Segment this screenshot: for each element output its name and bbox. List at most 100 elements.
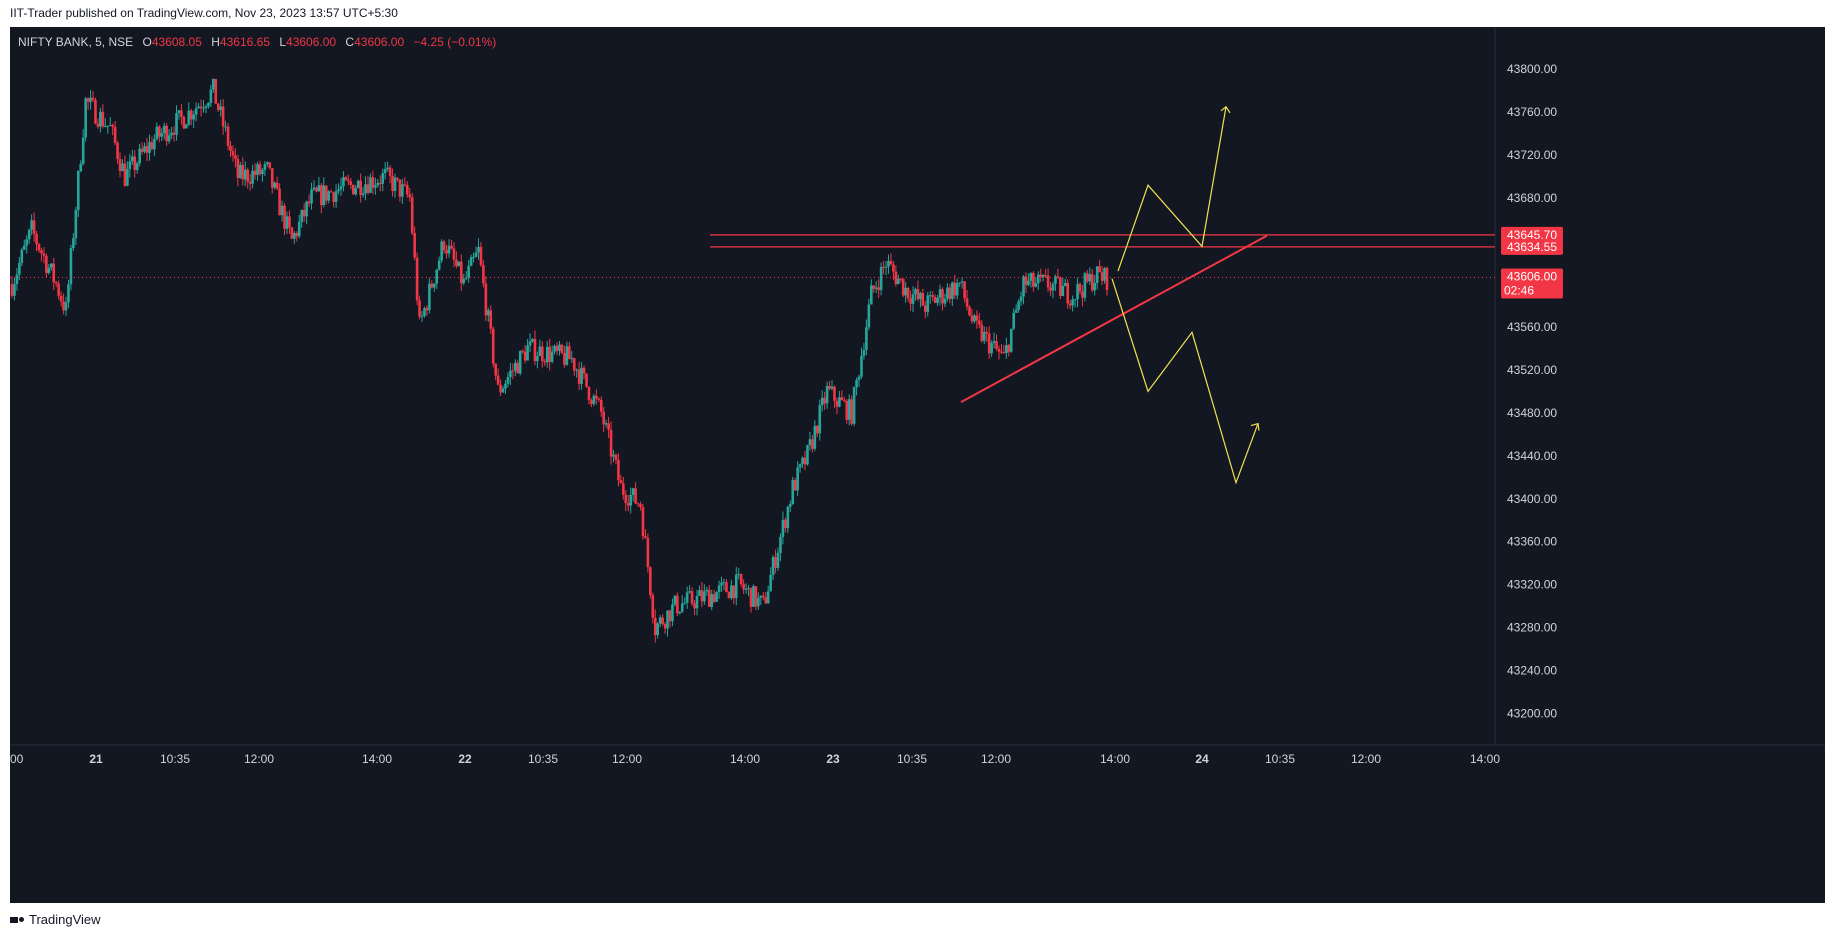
x-tick-label: 10:35	[897, 752, 927, 766]
candle-body	[243, 169, 247, 180]
low-label: L	[279, 35, 287, 49]
candle-body	[364, 184, 367, 194]
candle-body	[536, 356, 539, 362]
candle-body	[680, 603, 684, 612]
ascending-trendline	[960, 234, 1268, 403]
candle-body	[482, 264, 485, 284]
candle-body	[936, 297, 939, 303]
candle-body	[1054, 276, 1057, 284]
candle-body	[437, 260, 441, 270]
candle-body	[516, 362, 520, 374]
candle-body	[22, 245, 26, 250]
candle-body	[906, 287, 910, 299]
y-tick-label: 43480.00	[1507, 406, 1557, 420]
candle-body	[116, 142, 119, 159]
candle-body	[42, 253, 46, 256]
candlestick-chart[interactable]: 43800.0043760.0043720.0043680.0043640.00…	[10, 27, 1825, 903]
candle-body	[894, 271, 898, 285]
x-tick-label: 12:00	[244, 752, 274, 766]
high-label: H	[211, 35, 220, 49]
candle-body	[585, 373, 588, 387]
candle-body	[138, 148, 141, 164]
candle-body	[666, 610, 669, 629]
footer-brand[interactable]: TradingView	[29, 912, 101, 927]
candle-body	[879, 266, 883, 291]
candle-body	[128, 161, 132, 170]
candle-body	[49, 263, 53, 268]
candle-body	[808, 439, 812, 446]
candle-body	[948, 287, 952, 299]
candle-body	[545, 346, 549, 363]
candle-body	[717, 585, 721, 593]
candle-body	[342, 177, 345, 187]
candle-body	[413, 233, 416, 258]
candle-body	[720, 582, 723, 586]
change-value: −4.25 (−0.01%)	[413, 35, 497, 49]
candle-body	[511, 370, 515, 372]
candle-body	[47, 267, 51, 273]
candle-body	[958, 282, 961, 284]
candle-body	[469, 257, 473, 266]
candle-body	[1046, 275, 1050, 288]
candle-body	[604, 423, 608, 425]
candle-body	[381, 173, 385, 184]
candle-body	[361, 193, 365, 196]
candle-body	[845, 400, 849, 420]
candle-body	[565, 346, 569, 365]
candle-body	[145, 146, 149, 153]
chart-area[interactable]: 43800.0043760.0043720.0043680.0043640.00…	[10, 27, 1825, 903]
candle-body	[712, 594, 716, 602]
x-tick-label: 14:00	[1470, 752, 1500, 766]
candle-body	[543, 361, 547, 363]
candle-body	[518, 351, 522, 374]
candle-body	[256, 164, 259, 175]
candle-body	[860, 355, 863, 377]
candle-body	[1098, 266, 1101, 273]
candle-body	[734, 574, 738, 599]
candle-body	[612, 454, 615, 457]
candle-body	[1061, 285, 1065, 296]
candle-body	[914, 289, 917, 295]
candle-body	[158, 126, 161, 137]
candle-body	[587, 386, 591, 401]
candle-body	[383, 169, 387, 174]
candle-body	[1029, 273, 1033, 281]
candle-body	[135, 163, 139, 171]
y-tick-label: 43440.00	[1507, 449, 1557, 463]
tradingview-logo-icon[interactable]	[10, 916, 24, 923]
candle-body	[172, 132, 176, 135]
candle-body	[300, 209, 304, 222]
candle-body	[1083, 273, 1087, 298]
candle-body	[1059, 277, 1062, 296]
low-value: 43606.00	[286, 35, 337, 49]
candle-body	[970, 315, 974, 322]
candle-body	[739, 574, 743, 584]
candle-body	[91, 97, 95, 100]
x-tick-label: 14:00	[362, 752, 392, 766]
candle-body	[32, 220, 36, 234]
candle-body	[1019, 296, 1023, 302]
candle-body	[730, 585, 733, 599]
symbol-label[interactable]: NIFTY BANK, 5, NSE	[18, 35, 134, 49]
candle-body	[396, 177, 399, 180]
candle-body	[695, 595, 699, 609]
candle-body	[371, 177, 375, 188]
candle-body	[295, 232, 299, 237]
candle-body	[69, 248, 73, 285]
candle-body	[212, 79, 215, 90]
candle-body	[541, 346, 544, 362]
candle-body	[568, 346, 571, 360]
candle-body	[602, 411, 605, 425]
candle-body	[96, 123, 100, 127]
candle-body	[617, 459, 620, 480]
candle-body	[852, 387, 856, 424]
y-tick-label: 43800.00	[1507, 62, 1557, 76]
candle-body	[850, 399, 853, 424]
candle-body	[479, 246, 483, 265]
candle-body	[177, 110, 181, 114]
candle-body	[779, 536, 782, 553]
candle-body	[528, 341, 532, 346]
candle-body	[35, 233, 38, 245]
candle-body	[747, 587, 750, 589]
candle-body	[1034, 283, 1038, 287]
